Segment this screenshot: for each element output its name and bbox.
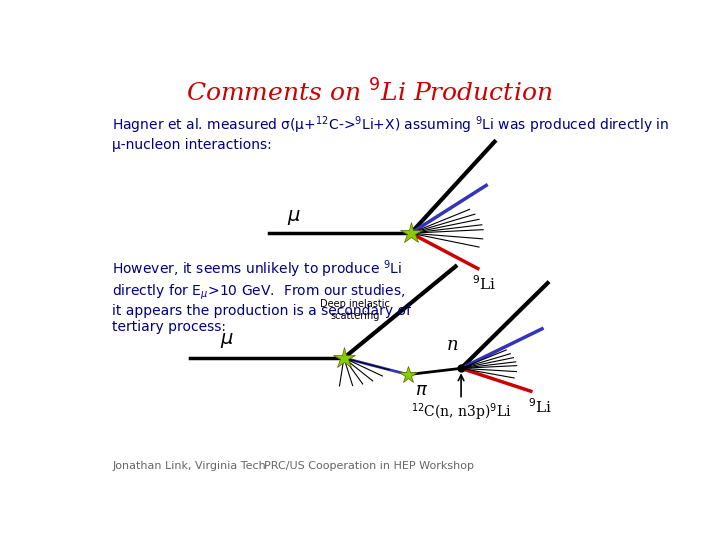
Text: Jonathan Link, Virginia Tech: Jonathan Link, Virginia Tech — [112, 462, 266, 471]
Text: $^9$Li: $^9$Li — [528, 397, 552, 416]
Text: Hagner et al. measured σ(μ+$^{12}$C->$^9$Li+X) assuming $^9$Li was produced dire: Hagner et al. measured σ(μ+$^{12}$C->$^9… — [112, 114, 670, 152]
Text: Deep inelastic
scattering: Deep inelastic scattering — [320, 299, 390, 321]
Text: PRC/US Cooperation in HEP Workshop: PRC/US Cooperation in HEP Workshop — [264, 462, 474, 471]
Text: $\mu$: $\mu$ — [287, 208, 300, 227]
Text: $^{12}$C(n, n3p)$^9$Li: $^{12}$C(n, n3p)$^9$Li — [410, 402, 511, 423]
Text: However, it seems unlikely to produce $^9$Li
directly for E$_{\mu}$>10 GeV.  Fro: However, it seems unlikely to produce $^… — [112, 258, 411, 334]
Text: Comments on $^9$Li Production: Comments on $^9$Li Production — [186, 79, 552, 106]
Text: $\mu$: $\mu$ — [220, 332, 233, 350]
Text: n: n — [447, 336, 459, 354]
Text: $\pi$: $\pi$ — [415, 381, 428, 399]
Text: $^9$Li: $^9$Li — [472, 275, 496, 293]
